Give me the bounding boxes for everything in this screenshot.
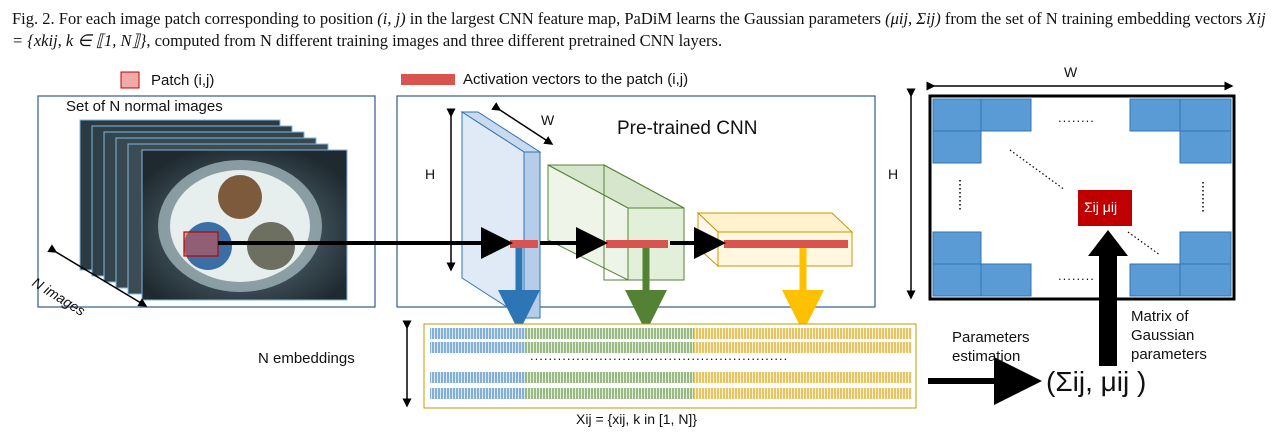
activation-bar-layer-2 xyxy=(606,240,668,248)
caption-text-4: set of N training embedding vectors xyxy=(1005,9,1243,28)
n-images-arrow xyxy=(47,244,148,307)
images-panel xyxy=(37,95,376,308)
caption-text-3: from the xyxy=(944,9,1002,28)
activation-legend-label: Activation vectors to the patch (i,j) xyxy=(463,71,689,88)
patch-legend-label: Patch (i,j) xyxy=(151,72,215,89)
cnn-title: Pre-trained CNN xyxy=(617,118,758,139)
matrix-cell-label: Σij μij xyxy=(1084,199,1118,215)
activation-bar-layer-3 xyxy=(724,240,848,248)
patch-ij-marker xyxy=(183,231,219,257)
cnn-layer-3 xyxy=(696,211,854,268)
caption-text-2: in the largest CNN feature map, PaDiM le… xyxy=(409,9,881,28)
matrix-dots-top: ........ xyxy=(1058,110,1095,125)
matrix-w-label: W xyxy=(1064,64,1078,80)
cnn-w-label: W xyxy=(541,112,555,128)
image-stack xyxy=(79,119,348,301)
activation-legend-swatch xyxy=(401,74,455,85)
cnn-layer-2 xyxy=(547,164,685,281)
figure-caption: Fig. 2. For each image patch correspondi… xyxy=(12,8,1268,52)
cnn-w-arrow xyxy=(491,102,554,145)
images-panel-title: Set of N normal images xyxy=(66,98,223,115)
caption-prefix: Fig. 2. xyxy=(12,9,55,28)
matrix-of-gaussian-label: Matrix of Gaussian parameters xyxy=(1131,308,1207,363)
matrix-dots-bottom: ........ xyxy=(1058,268,1095,283)
patch-legend-swatch xyxy=(120,71,140,89)
gaussian-matrix xyxy=(928,94,1236,301)
cnn-layer-1 xyxy=(460,111,542,319)
caption-math-2: (μij, Σij) xyxy=(885,9,941,28)
parameters-estimation-label: Parameters estimation xyxy=(952,329,1030,365)
embeddings-ellipsis: ........................................… xyxy=(530,348,789,363)
embeddings-formula: Xij = {xij, k in [1, N]} xyxy=(576,411,697,427)
caption-math-1: (i, j) xyxy=(377,9,406,28)
embedding-vectors xyxy=(423,323,917,409)
caption-math-3: Xij = {xkij, k ∈ ⟦1, N⟧} xyxy=(12,9,1266,50)
cnn-h-label: H xyxy=(425,166,436,182)
caption-text-5: , computed from N different training ima… xyxy=(146,31,723,50)
to-matrix-arrow-head xyxy=(1088,230,1128,256)
matrix-h-label: H xyxy=(888,166,899,182)
n-embeddings-label: N embeddings xyxy=(258,350,355,367)
parameters-result: (Σij, μij ) xyxy=(1046,366,1147,397)
matrix-cell-ij xyxy=(1078,190,1132,226)
activation-bar-layer-1 xyxy=(510,240,538,248)
caption-text-1: For each image patch corresponding to po… xyxy=(58,9,374,28)
